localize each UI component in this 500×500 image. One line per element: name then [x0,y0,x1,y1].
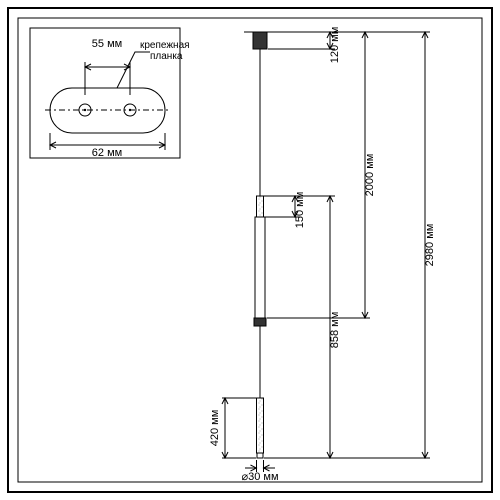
dim-150: 150 мм [294,192,306,229]
dim-2980: 2980 мм [424,224,436,267]
inset-bottom-dim: 62 мм [92,147,122,159]
inset-callout-label: крепежная планка [140,40,192,62]
dim-420: 420 мм [209,410,221,447]
pendant-fixture [244,32,276,458]
connector-body [255,217,265,318]
dim-120: 120 мм [329,27,341,64]
dim-diameter: ⌀30 мм [241,471,278,483]
technical-drawing: крепежная планка 55 мм 62 мм [0,0,500,500]
connector-collar [254,318,266,326]
tip [257,453,263,458]
dim-2000: 2000 мм [364,154,376,197]
inset-detail: крепежная планка 55 мм 62 мм [30,28,192,159]
lower-tube [257,398,264,453]
upper-tube [257,196,264,217]
inset-top-dim: 55 мм [92,38,122,50]
dimensions: 120 мм 2000 мм 2980 мм 150 мм 858 мм 420… [209,27,436,483]
frame-outer [8,8,492,492]
dim-858: 858 мм [329,312,341,349]
ceiling-cup [253,32,267,49]
